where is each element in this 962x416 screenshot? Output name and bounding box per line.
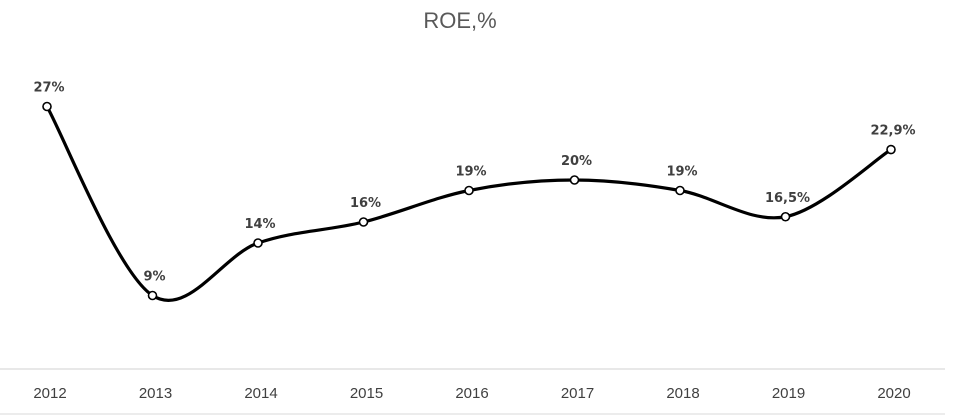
data-label-2016: 19% — [455, 165, 486, 180]
data-label-2014: 14% — [244, 217, 275, 232]
x-tick-label-2018: 2018 — [666, 385, 699, 402]
data-point-2013 — [147, 290, 158, 301]
x-tick-label-2012: 2012 — [33, 385, 66, 402]
data-point-2016 — [464, 185, 474, 196]
data-point-2019 — [780, 211, 791, 222]
x-tick-label-2014: 2014 — [244, 385, 277, 402]
x-tick-label-2017: 2017 — [561, 385, 594, 402]
data-point-2014 — [253, 238, 263, 248]
data-label-2020: 22,9% — [870, 124, 915, 139]
data-point-2017 — [569, 175, 580, 185]
x-tick-label-2015: 2015 — [350, 385, 383, 402]
data-point-2012 — [42, 101, 52, 112]
data-labels: 27% 9% 14% 16% 19% 20% 19% 16,5% 22,9% — [33, 81, 915, 285]
x-tick-label-2019: 2019 — [772, 385, 805, 402]
data-point-2015 — [358, 217, 369, 227]
x-tick-label-2020: 2020 — [877, 385, 910, 402]
data-label-2017: 20% — [561, 154, 592, 169]
chart-title: ROE,% — [423, 8, 497, 33]
data-label-2012: 27% — [33, 81, 64, 96]
data-points — [42, 101, 896, 301]
data-point-2020 — [886, 144, 896, 155]
x-tick-label-2013: 2013 — [139, 385, 172, 402]
data-label-2013: 9% — [143, 270, 165, 285]
data-label-2019: 16,5% — [765, 191, 810, 206]
data-point-2018 — [675, 185, 685, 196]
x-tick-label-2016: 2016 — [455, 385, 488, 402]
data-label-2018: 19% — [666, 165, 697, 180]
x-axis-tick-labels: 2012 2013 2014 2015 2016 2017 2018 2019 2020 — [33, 385, 910, 402]
data-label-2015: 16% — [350, 196, 381, 211]
